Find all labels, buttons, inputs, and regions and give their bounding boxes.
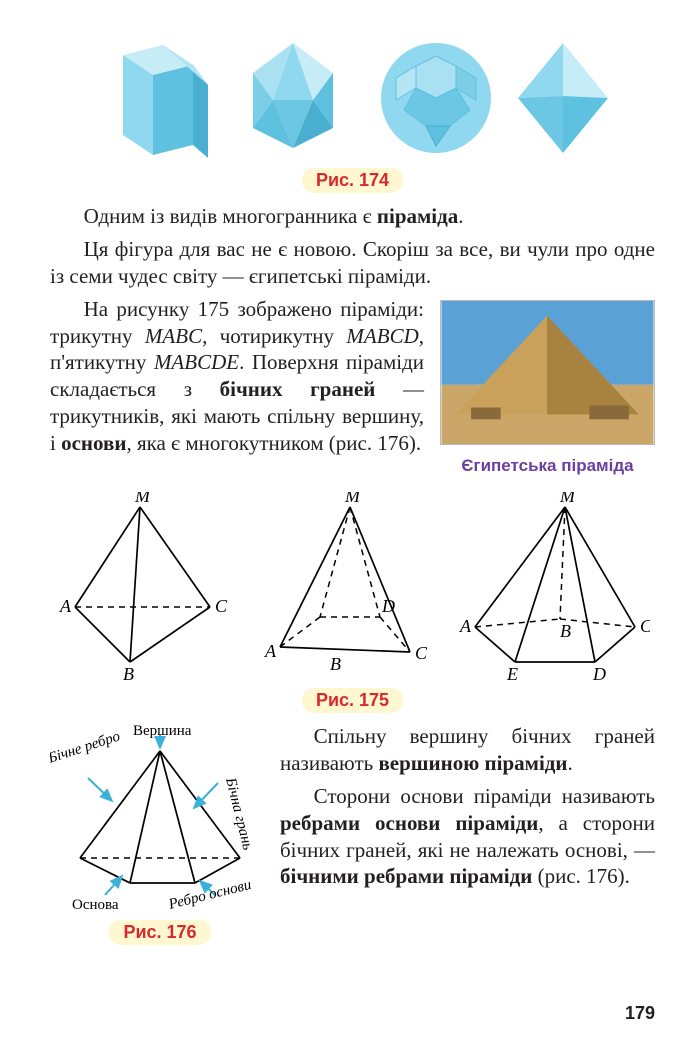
fig176-diagram: Вершина Бічне ребро Бічна грань Основа Р…	[50, 723, 270, 955]
p3-d: MABCD	[346, 324, 418, 348]
svg-text:A: A	[459, 616, 472, 636]
fig175-label: Рис. 175	[302, 688, 403, 713]
fig176-label: Рис. 176	[109, 920, 210, 945]
svg-text:C: C	[415, 643, 428, 663]
p4-c: .	[568, 751, 573, 775]
fig174-label: Рис. 174	[302, 168, 403, 193]
para-4: Спільну вершину бічних граней називають …	[280, 723, 655, 777]
p3-j: основи	[61, 431, 126, 455]
p3-h: бічних граней	[220, 377, 376, 401]
fig175-diagrams: M A C B M A B C D	[50, 492, 655, 682]
para-2: Ця фігура для вас не є новою. Скоріш за …	[50, 236, 655, 290]
p4-b: вершиною піраміди	[378, 751, 567, 775]
svg-text:C: C	[215, 596, 228, 616]
svg-text:D: D	[592, 664, 606, 682]
p1-a: Одним із видів многогранника є	[84, 204, 377, 228]
fig174-shapes	[50, 30, 655, 160]
svg-text:Основа: Основа	[72, 897, 119, 913]
svg-text:A: A	[59, 596, 72, 616]
p3-b: MABC	[145, 324, 202, 348]
photo-caption: Єгипетська піраміда	[440, 456, 655, 476]
svg-text:M: M	[559, 492, 576, 506]
page-number: 179	[625, 1003, 655, 1024]
p1-c: .	[458, 204, 463, 228]
svg-text:B: B	[330, 654, 341, 674]
svg-text:M: M	[134, 492, 151, 506]
p1-b: піраміда	[377, 204, 458, 228]
p3-k: , яка є многокутником (рис. 176).	[126, 431, 421, 455]
svg-text:M: M	[344, 492, 361, 506]
p3-c: , чотирикутну	[202, 324, 346, 348]
egypt-pyramid-photo	[440, 300, 655, 445]
svg-text:D: D	[381, 596, 395, 616]
svg-text:E: E	[506, 664, 518, 682]
svg-text:B: B	[123, 664, 134, 682]
svg-text:B: B	[560, 621, 571, 641]
p3-f: MABCDE	[154, 350, 239, 374]
photo-box: Єгипетська піраміда	[440, 300, 655, 476]
p5-e: (рис. 176).	[532, 864, 630, 888]
para-5: Сторони основи піраміди називають ребрам…	[280, 783, 655, 891]
para-1: Одним із видів многогранника є піраміда.	[50, 203, 655, 230]
svg-text:A: A	[264, 641, 277, 661]
svg-text:C: C	[640, 616, 650, 636]
p5-b: ребрами основи піраміди	[280, 811, 538, 835]
svg-text:Бічне ребро: Бічне ребро	[50, 728, 123, 767]
p5-d: бічними ребрами піраміди	[280, 864, 532, 888]
p5-a: Сторони основи піраміди називають	[314, 784, 655, 808]
svg-text:Вершина: Вершина	[133, 723, 192, 739]
